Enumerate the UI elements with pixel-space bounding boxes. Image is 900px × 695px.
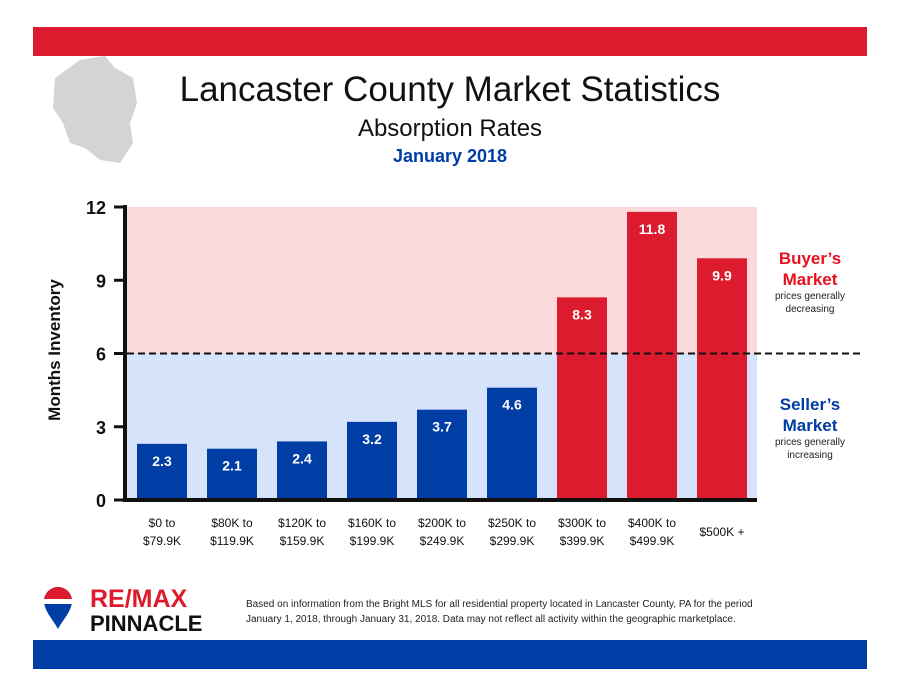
logo-brand-1: RE/MAX	[90, 585, 188, 613]
y-tick-label: 0	[96, 491, 106, 511]
x-tick-label: $250K to	[488, 516, 536, 530]
x-tick-label: $0 to	[149, 516, 176, 530]
buyer-title-2: Market	[782, 270, 838, 289]
buyer-desc-1: prices generally	[774, 291, 846, 302]
data-label: 2.1	[222, 458, 242, 474]
x-tick-label: $160K to	[348, 516, 396, 530]
y-tick-label: 12	[86, 198, 106, 218]
logo-brand-2: PINNACLE	[90, 611, 202, 635]
x-tick-label: $199.9K	[350, 534, 395, 548]
buyer-market-legend: Buyer’s Market prices generally decreasi…	[755, 248, 865, 316]
x-tick-label: $200K to	[418, 516, 466, 530]
bar	[277, 441, 327, 500]
data-label: 11.8	[639, 221, 666, 237]
y-tick-label: 6	[96, 345, 106, 365]
top-red-band	[33, 27, 867, 56]
data-label: 3.7	[432, 419, 452, 435]
x-tick-label: $159.9K	[280, 534, 325, 548]
x-tick-label: $299.9K	[490, 534, 535, 548]
y-tick-label: 9	[96, 271, 106, 291]
bar	[417, 409, 467, 500]
seller-desc-2: increasing	[787, 450, 833, 461]
x-tick-label: $300K to	[558, 516, 606, 530]
source-footnote: Based on information from the Bright MLS…	[246, 597, 846, 627]
y-tick-label: 3	[96, 418, 106, 438]
balloon-icon: RE/MAX PINNACLE	[44, 585, 202, 636]
bar	[697, 258, 747, 500]
bar	[207, 448, 257, 500]
x-tick-label: $499.9K	[630, 534, 675, 548]
seller-title-2: Market	[782, 416, 838, 435]
buyer-desc-2: decreasing	[785, 304, 835, 315]
bottom-blue-band	[33, 640, 867, 669]
bar	[487, 387, 537, 500]
seller-desc-1: prices generally	[774, 437, 846, 448]
page-title: Lancaster County Market Statistics	[179, 70, 721, 109]
remax-logo: RE/MAX PINNACLE	[40, 585, 210, 640]
x-tick-label: $500K +	[699, 525, 744, 539]
x-tick-label: $79.9K	[143, 534, 181, 548]
seller-market-legend: Seller’s Market prices generally increas…	[755, 394, 865, 462]
report-period: January 2018	[392, 146, 508, 166]
x-tick-label: $400K to	[628, 516, 676, 530]
data-label: 3.2	[362, 431, 382, 447]
buyer-title-1: Buyer’s	[778, 249, 842, 268]
x-tick-label: $80K to	[211, 516, 253, 530]
bar	[627, 211, 677, 500]
x-tick-label: $399.9K	[560, 534, 605, 548]
seller-title-1: Seller’s	[779, 395, 841, 414]
page-subtitle: Absorption Rates	[357, 115, 543, 142]
data-label: 2.4	[292, 450, 312, 466]
data-label: 8.3	[572, 306, 592, 322]
data-label: 2.3	[152, 453, 172, 469]
footnote-line-1: Based on information from the Bright MLS…	[246, 599, 753, 610]
data-label: 4.6	[502, 397, 522, 413]
county-map-silhouette	[53, 56, 137, 163]
bar	[347, 421, 397, 500]
x-tick-label: $120K to	[278, 516, 326, 530]
x-tick-label: $119.9K	[210, 534, 254, 548]
bar	[557, 297, 607, 500]
x-tick-label: $249.9K	[420, 534, 465, 548]
bar	[137, 443, 187, 500]
footnote-line-2: January 1, 2018, through January 31, 201…	[246, 614, 736, 625]
y-axis-label: Months Inventory	[45, 279, 64, 421]
data-label: 9.9	[712, 267, 732, 283]
